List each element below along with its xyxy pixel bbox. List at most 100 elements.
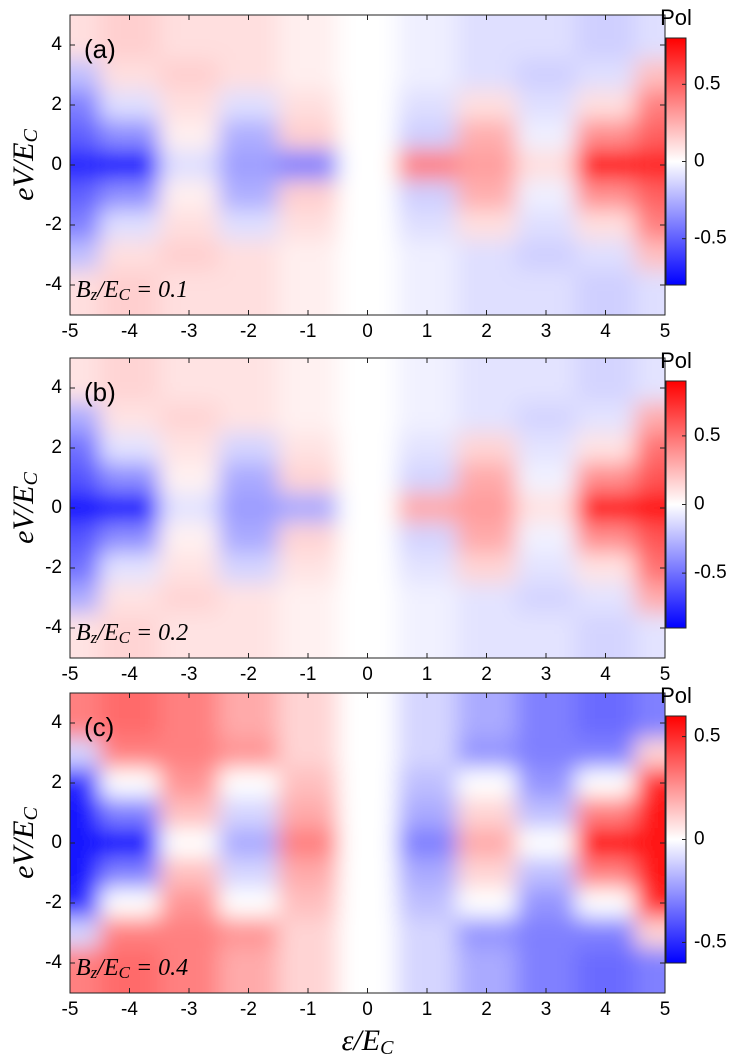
heatmap-cell — [159, 150, 220, 181]
x-tick-label: 3 — [541, 664, 552, 685]
heatmap-cell — [575, 150, 637, 181]
x-tick-label: -5 — [62, 321, 79, 342]
heatmap-cell — [159, 888, 220, 919]
colorbar-title: Pol — [660, 348, 692, 373]
heatmap-cell — [635, 15, 665, 61]
heatmap-cell — [397, 553, 458, 584]
heatmap-cell — [70, 150, 101, 181]
heatmap-cell — [99, 90, 161, 121]
heatmap-cell — [99, 60, 161, 91]
x-tick-label: 2 — [481, 321, 492, 342]
heatmap-cell — [456, 433, 518, 464]
heatmap-cell — [516, 90, 577, 121]
heatmap-cell — [397, 433, 458, 464]
heatmap-cell — [397, 948, 458, 993]
heatmap-cell — [397, 798, 458, 829]
heatmap-cell — [337, 828, 399, 859]
heatmap-cell — [159, 180, 220, 211]
heatmap-cell — [575, 463, 637, 494]
x-tick-label: -4 — [121, 321, 138, 342]
heatmap-cell — [635, 613, 665, 658]
heatmap-cell — [575, 948, 637, 993]
heatmap-cell — [516, 738, 577, 769]
heatmap-cell — [159, 90, 220, 121]
heatmap-cell — [278, 403, 339, 434]
heatmap-cell — [397, 60, 458, 91]
y-axis-title-part: C — [20, 807, 42, 821]
heatmap-cell — [70, 948, 101, 993]
heatmap-cell — [159, 270, 220, 315]
heatmap-cell — [575, 60, 637, 91]
heatmap-cell — [99, 358, 161, 404]
x-tick-label: 4 — [600, 664, 611, 685]
heatmap-cell — [575, 888, 637, 919]
heatmap-cell — [278, 180, 339, 211]
heatmap-cells — [70, 693, 665, 993]
annotation-part: C — [119, 285, 131, 304]
heatmap-cell — [218, 493, 280, 524]
x-tick-label: -2 — [240, 999, 257, 1020]
heatmap-cell — [159, 433, 220, 464]
heatmap-cell — [278, 210, 339, 241]
heatmap-cell — [337, 150, 399, 181]
heatmap-cell — [99, 918, 161, 949]
heatmap-cell — [99, 240, 161, 271]
heatmap-cell — [397, 613, 458, 658]
heatmap-cell — [635, 948, 665, 993]
heatmap-cell — [337, 693, 399, 739]
colorbar-tick-label: -0.5 — [694, 228, 727, 249]
heatmap-cell — [70, 798, 101, 829]
heatmap-cell — [575, 15, 637, 61]
heatmap-cell — [278, 918, 339, 949]
heatmap-cell — [218, 858, 280, 889]
heatmap-cell — [218, 828, 280, 859]
heatmap-cell — [516, 270, 577, 315]
heatmap-cell — [159, 463, 220, 494]
x-tick-label: -5 — [62, 999, 79, 1020]
heatmap-cell — [159, 240, 220, 271]
heatmap-cell — [575, 738, 637, 769]
heatmap-cell — [70, 888, 101, 919]
heatmap-cell — [70, 90, 101, 121]
heatmap-cell — [516, 553, 577, 584]
heatmap-cell — [278, 738, 339, 769]
heatmap-cell — [456, 828, 518, 859]
heatmap-cell — [575, 918, 637, 949]
heatmap-cell — [456, 150, 518, 181]
heatmap-cell — [218, 270, 280, 315]
annotation: Bz/EC = 0.1 — [76, 277, 188, 304]
heatmap-cell — [516, 60, 577, 91]
heatmap-cell — [278, 798, 339, 829]
heatmap-cell — [397, 828, 458, 859]
annotation-part: B — [76, 620, 91, 646]
x-tick-label: -1 — [300, 999, 317, 1020]
heatmap-cell — [397, 918, 458, 949]
heatmap-cell — [456, 120, 518, 151]
heatmap-cell — [218, 553, 280, 584]
heatmap-cell — [516, 523, 577, 554]
y-tick-label: 0 — [51, 154, 62, 175]
x-tick-label: 0 — [362, 999, 373, 1020]
heatmap-cell — [456, 738, 518, 769]
heatmap-cell — [218, 798, 280, 829]
heatmap-cell — [218, 583, 280, 614]
heatmap-cell — [516, 948, 577, 993]
heatmap-cell — [635, 523, 665, 554]
heatmap-cell — [278, 463, 339, 494]
heatmap-cell — [456, 463, 518, 494]
heatmap-cell — [159, 798, 220, 829]
colorbar-tick-label: 0 — [694, 829, 705, 850]
heatmap-cell — [456, 613, 518, 658]
heatmap-cell — [456, 90, 518, 121]
heatmap-cell — [397, 240, 458, 271]
y-tick-label: 2 — [51, 437, 62, 458]
heatmap-cell — [70, 270, 101, 315]
heatmap-cell — [218, 738, 280, 769]
heatmap-cell — [516, 433, 577, 464]
heatmap-cell — [397, 693, 458, 739]
heatmap-cell — [218, 523, 280, 554]
x-tick-label: 5 — [660, 664, 671, 685]
heatmap-cell — [159, 493, 220, 524]
heatmap-cell — [635, 270, 665, 315]
annotation-part: C — [119, 628, 131, 647]
